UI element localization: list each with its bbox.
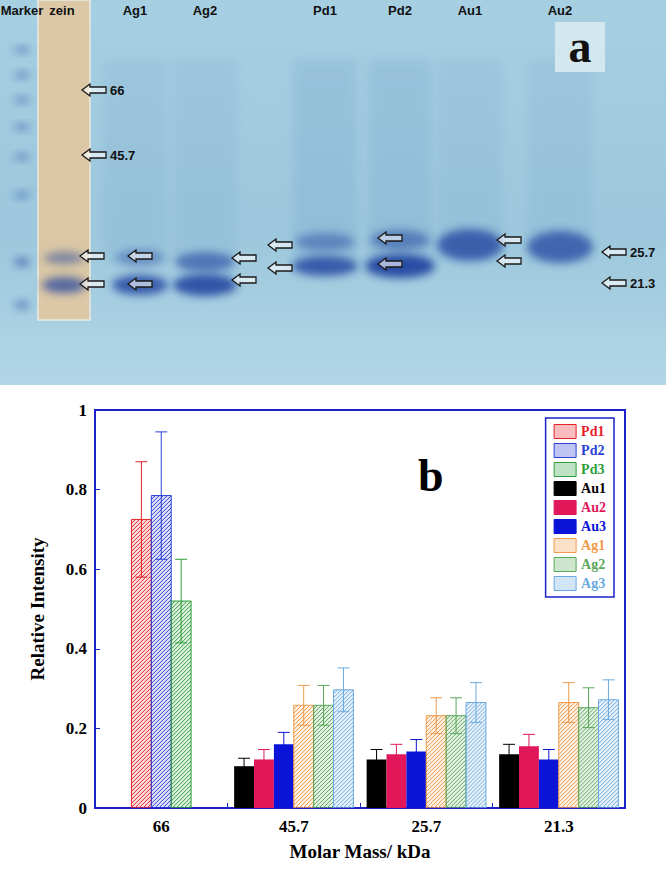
svg-text:0.8: 0.8	[66, 480, 87, 499]
svg-text:Ag1: Ag1	[123, 3, 148, 18]
svg-text:Pd1: Pd1	[313, 3, 337, 18]
svg-text:66: 66	[110, 83, 124, 98]
svg-text:Molar Mass/ kDa: Molar Mass/ kDa	[289, 841, 431, 862]
svg-text:Au1: Au1	[458, 3, 483, 18]
svg-text:Pd3: Pd3	[581, 462, 604, 477]
svg-text:45.7: 45.7	[279, 817, 309, 836]
svg-text:Ag2: Ag2	[193, 3, 218, 18]
svg-text:25.7: 25.7	[411, 817, 441, 836]
svg-text:Ag1: Ag1	[581, 538, 605, 553]
svg-text:Ag2: Ag2	[581, 557, 605, 572]
svg-text:Pd2: Pd2	[581, 443, 604, 458]
svg-text:45.7: 45.7	[110, 148, 135, 163]
svg-text:1: 1	[79, 401, 88, 420]
svg-text:zein: zein	[49, 3, 74, 18]
svg-text:Pd1: Pd1	[581, 424, 604, 439]
svg-text:0: 0	[79, 799, 88, 818]
svg-text:21.3: 21.3	[544, 817, 574, 836]
svg-text:Pd2: Pd2	[388, 3, 412, 18]
svg-text:0.4: 0.4	[66, 639, 88, 658]
svg-text:Au3: Au3	[581, 519, 606, 534]
svg-text:Au2: Au2	[581, 500, 606, 515]
svg-text:0.6: 0.6	[66, 560, 87, 579]
svg-text:21.3: 21.3	[630, 276, 655, 291]
svg-text:Relative Intensity: Relative Intensity	[27, 537, 48, 681]
svg-text:Ag3: Ag3	[581, 576, 605, 591]
svg-text:Au1: Au1	[581, 481, 606, 496]
svg-text:66: 66	[153, 817, 170, 836]
svg-text:0.2: 0.2	[66, 719, 87, 738]
svg-text:Marker: Marker	[1, 3, 44, 18]
svg-text:Au2: Au2	[548, 3, 573, 18]
svg-text:b: b	[418, 450, 444, 501]
svg-text:25.7: 25.7	[630, 245, 655, 260]
svg-text:a: a	[569, 21, 592, 72]
